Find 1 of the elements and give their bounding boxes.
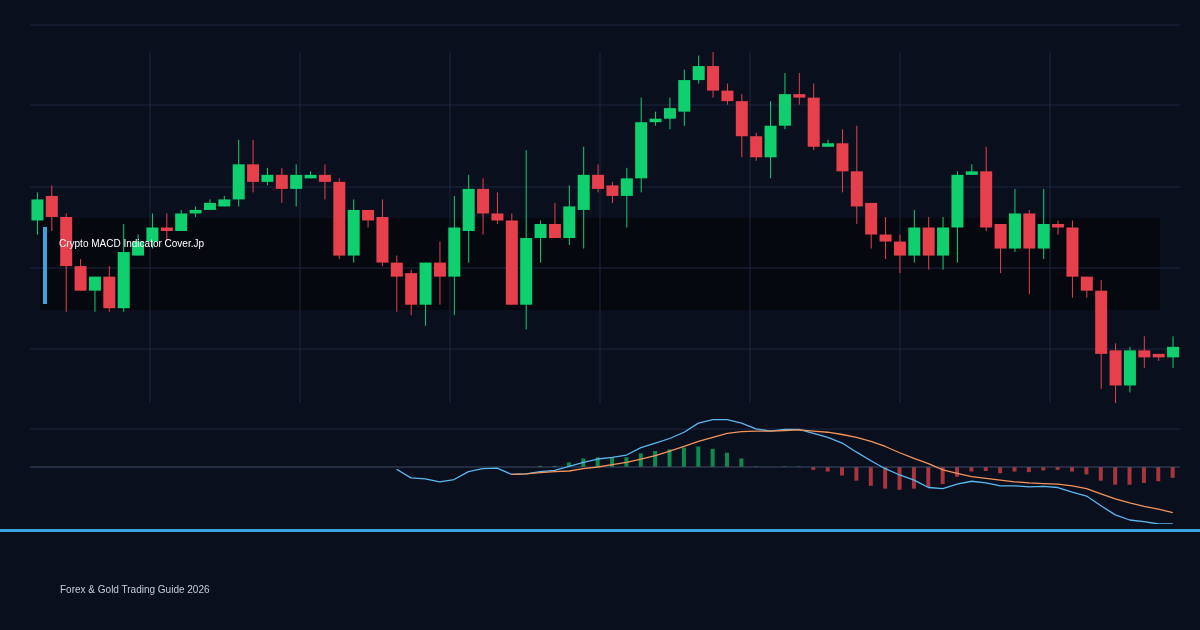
text: Forex & Gold Trading Guide 2026 [60, 584, 210, 595]
